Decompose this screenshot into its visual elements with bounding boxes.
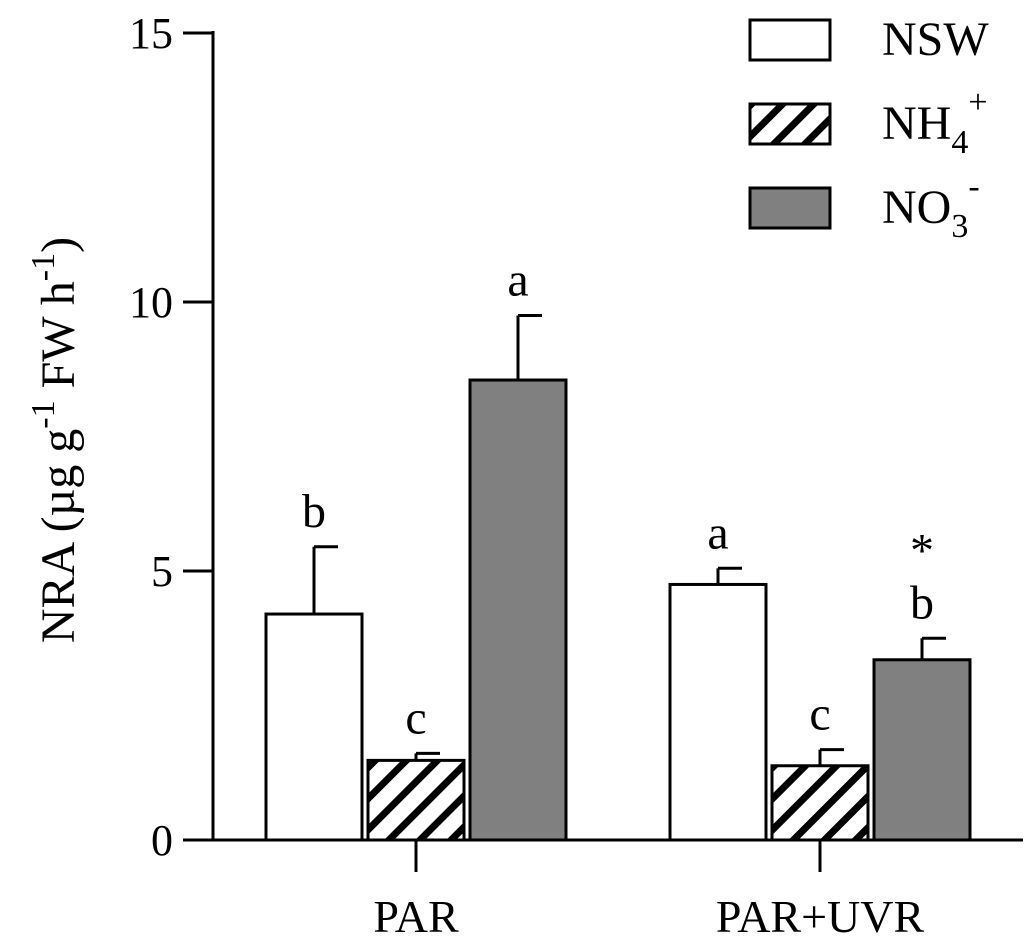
y-axis-title-sup1: -1	[25, 400, 62, 428]
significance-asterisk: *	[910, 524, 934, 577]
significance-letter: a	[507, 253, 528, 306]
bar	[770, 764, 870, 842]
significance-letter: a	[707, 506, 728, 559]
bar	[366, 758, 466, 842]
legend-label-main: NH	[882, 97, 951, 150]
plot-area: b ac cab*	[264, 253, 972, 842]
bar	[872, 658, 972, 842]
y-axis-title-suffix: )	[32, 237, 85, 253]
legend-label: NSW	[882, 13, 989, 66]
axes: 0 5 10 15 PAR PAR+UVR	[129, 9, 1023, 942]
bar	[468, 378, 568, 842]
x-category-label: PAR	[373, 891, 459, 942]
x-category-label: PAR+UVR	[716, 891, 925, 942]
legend-label-main: NO	[882, 181, 951, 234]
legend-swatch	[748, 186, 832, 230]
significance-letter: c	[809, 688, 830, 741]
legend-label-superscript: +	[968, 84, 987, 121]
legend-label-main: NSW	[882, 13, 989, 66]
legend-label: NO3-	[882, 168, 980, 245]
y-tick-label: 5	[151, 547, 173, 596]
significance-letter: b	[302, 485, 326, 538]
bar	[668, 582, 768, 842]
legend-label-subscript: 4	[951, 124, 968, 161]
y-axis-title-sup2: -1	[25, 253, 62, 281]
significance-letter: c	[405, 691, 426, 744]
y-axis-title: NRA (µg g-1 FW h-1)	[25, 237, 85, 643]
legend-label-subscript: 3	[951, 208, 968, 245]
y-axis-title-prefix: NRA (µg g	[32, 429, 85, 643]
bar	[264, 612, 364, 842]
y-axis-title-middle: FW h	[32, 281, 85, 400]
legend-swatch	[748, 102, 832, 146]
legend-swatch	[748, 18, 832, 62]
y-tick-label: 0	[151, 816, 173, 865]
y-tick-label: 15	[129, 9, 173, 58]
y-tick-label: 10	[129, 278, 173, 327]
significance-letter: b	[910, 576, 934, 629]
legend-label: NH4+	[882, 84, 988, 161]
legend-label-superscript: -	[968, 168, 979, 205]
